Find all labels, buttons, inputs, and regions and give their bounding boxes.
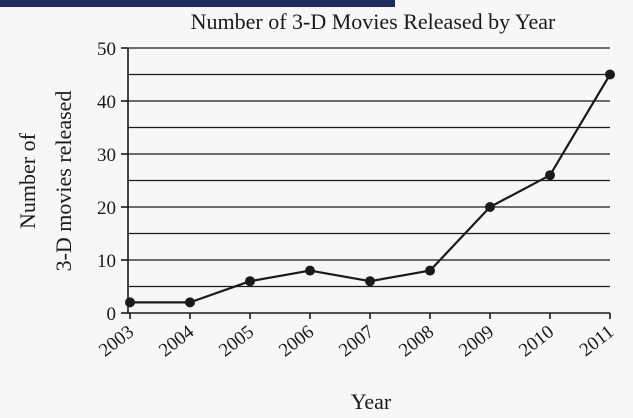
y-tick-label-30: 30 [97,145,116,166]
data-point-2011 [605,69,615,80]
y-axis-label-line-1: Number of [15,132,40,229]
x-tick-label-2006: 2006 [275,321,318,361]
x-tick-label-2003: 2003 [95,321,138,361]
x-tick-label-2010: 2010 [515,321,558,361]
x-tick-labels: 2003 2004 2005 2006 2007 2008 2009 2010 2011 [95,313,618,361]
data-points [125,69,615,308]
series-line [130,73,611,304]
data-point-2007 [365,276,375,287]
data-point-2004 [185,297,195,308]
data-point-2003 [125,297,135,308]
header-bar [0,0,395,7]
data-point-2010 [545,170,555,181]
y-tick-label-40: 40 [97,92,116,113]
x-tick-label-2011: 2011 [576,321,618,361]
y-tick-label-20: 20 [97,198,116,219]
gridlines [128,47,610,288]
series-polyline [130,73,611,304]
y-tick-label-50: 50 [97,39,116,60]
x-tick-label-2009: 2009 [455,321,498,361]
y-tick-label-10: 10 [97,251,116,272]
axes [127,48,610,314]
y-tick-label-0: 0 [107,304,117,325]
x-tick-label-2004: 2004 [155,321,198,361]
data-point-2008 [425,265,435,276]
x-tick-label-2005: 2005 [215,321,258,361]
chart-title: Number of 3-D Movies Released by Year [191,9,556,34]
x-tick-label-2008: 2008 [395,321,438,361]
data-point-2009 [485,202,495,212]
data-point-2005 [245,276,255,287]
x-axis-label: Year [351,389,392,414]
y-axis-label-line-2: 3-D movies released [51,91,76,272]
data-point-2006 [305,265,315,276]
x-tick-label-2007: 2007 [335,321,378,361]
y-tick-labels: 0 10 20 30 40 50 [97,39,128,325]
